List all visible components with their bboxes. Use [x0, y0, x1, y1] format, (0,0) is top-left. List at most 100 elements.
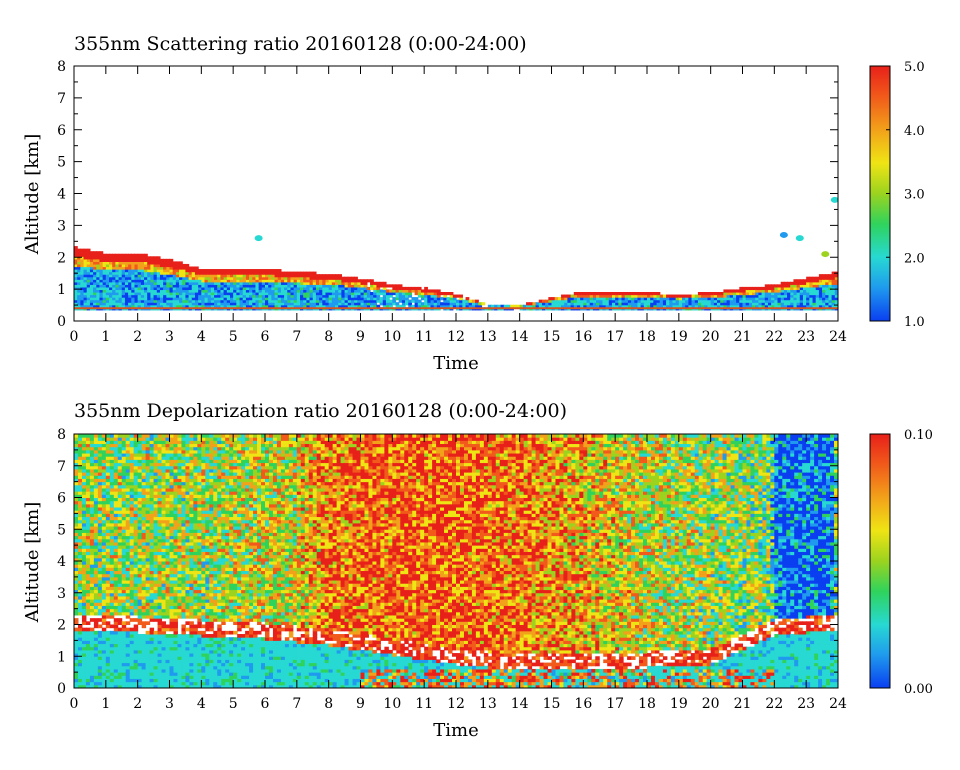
scattering-cell [105, 258, 110, 262]
depolarization-cell [109, 494, 115, 498]
depolarization-cell [133, 662, 139, 667]
scattering-cell [249, 269, 253, 273]
scattering-cell [274, 269, 279, 273]
depolarization-cell [125, 434, 131, 438]
scattering-cell [80, 276, 85, 280]
depolarization-cell [101, 672, 107, 676]
scattering-cell [99, 279, 104, 283]
scattering-cell [220, 279, 225, 283]
depolarization-cell [153, 462, 159, 467]
scattering-y-tick-label: 3 [57, 218, 66, 234]
scattering-cell [185, 304, 190, 308]
scattering-cell [398, 294, 403, 298]
scattering-cell [109, 261, 113, 265]
depolarization-cell [181, 529, 186, 533]
scattering-cell [379, 284, 384, 288]
scattering-cell [640, 297, 645, 301]
depolarization-cell [125, 662, 131, 667]
depolarization-cell [145, 510, 151, 514]
scattering-cell [815, 289, 820, 293]
scattering-cell [144, 274, 148, 278]
scattering-cell [201, 304, 206, 308]
depolarization-cell [137, 465, 143, 470]
depolarization-cell [165, 634, 170, 638]
depolarization-cell [177, 478, 182, 483]
scattering-cell [77, 291, 81, 296]
depolarization-cell [101, 513, 107, 518]
depolarization-cell [125, 545, 131, 549]
scattering-cell [701, 304, 705, 308]
depolarization-cell [93, 478, 99, 483]
scattering-cell [420, 297, 425, 301]
depolarization-cell [165, 665, 170, 670]
depolarization-cell [161, 570, 167, 575]
depolarization-cell [101, 491, 107, 495]
depolarization-cell [177, 535, 182, 540]
depolarization-cell [181, 586, 186, 591]
depolarization-cell [153, 516, 159, 521]
depolarization-cell [157, 516, 163, 521]
scattering-cell [373, 299, 378, 303]
depolarization-cell [85, 656, 91, 660]
scattering-cell [564, 297, 569, 301]
depolarization-cell [137, 621, 143, 625]
depolarization-cell [169, 567, 174, 572]
scattering-cell [456, 299, 460, 303]
depolarization-cell [133, 453, 139, 457]
scattering-cell [459, 294, 463, 298]
scattering-cell [124, 276, 129, 280]
scattering-cell [169, 281, 174, 285]
depolarization-cell [157, 675, 163, 679]
scattering-cell [163, 286, 167, 291]
depolarization-cell [153, 487, 159, 492]
scattering-cell [373, 294, 378, 298]
scattering-cell [102, 286, 107, 291]
scattering-cell [799, 279, 804, 283]
scattering-cell [153, 289, 158, 293]
depolarization-cell [173, 567, 178, 572]
scattering-cell [163, 271, 167, 275]
scattering-cell [159, 294, 164, 298]
depolarization-cell [81, 513, 87, 518]
depolarization-cell [89, 535, 95, 540]
scattering-cell [475, 304, 479, 308]
depolarization-cell [157, 484, 163, 489]
depolarization-cell [161, 494, 167, 498]
scattering-cell [293, 302, 298, 306]
scattering-cell [233, 276, 237, 280]
depolarization-cell [117, 668, 123, 673]
depolarization-cell [101, 557, 107, 562]
scattering-cell [806, 289, 810, 293]
depolarization-cell [117, 586, 123, 591]
depolarization-cell [85, 634, 91, 638]
depolarization-cell [85, 627, 91, 632]
depolarization-cell [169, 468, 174, 473]
depolarization-cell [117, 545, 123, 549]
scattering-cell [373, 286, 378, 291]
scattering-cell [395, 286, 400, 291]
scattering-cell [767, 294, 772, 298]
scattering-cell [166, 294, 171, 298]
depolarization-cell [81, 605, 87, 610]
depolarization-cell [105, 545, 111, 549]
depolarization-cell [177, 557, 182, 562]
scattering-cell [828, 297, 833, 301]
scattering-cell [758, 291, 763, 296]
scattering-cell [201, 281, 206, 285]
scattering-cell [417, 294, 422, 298]
scattering-cell [471, 299, 476, 303]
depolarization-cell [113, 583, 119, 587]
scattering-cell [548, 302, 553, 306]
depolarization-cell [121, 570, 127, 575]
depolarization-cell [177, 576, 182, 581]
scattering-cell [363, 304, 368, 308]
scattering-cell [163, 302, 167, 306]
depolarization-cell [125, 494, 131, 498]
scattering-colorbar-ticks: 1.02.03.04.05.0 [886, 60, 925, 330]
scattering-cell [430, 297, 435, 301]
scattering-cell [312, 297, 317, 301]
depolarization-cell [97, 434, 103, 438]
depolarization-cell [137, 478, 143, 483]
depolarization-cell [177, 643, 182, 648]
scattering-cell [710, 297, 715, 301]
